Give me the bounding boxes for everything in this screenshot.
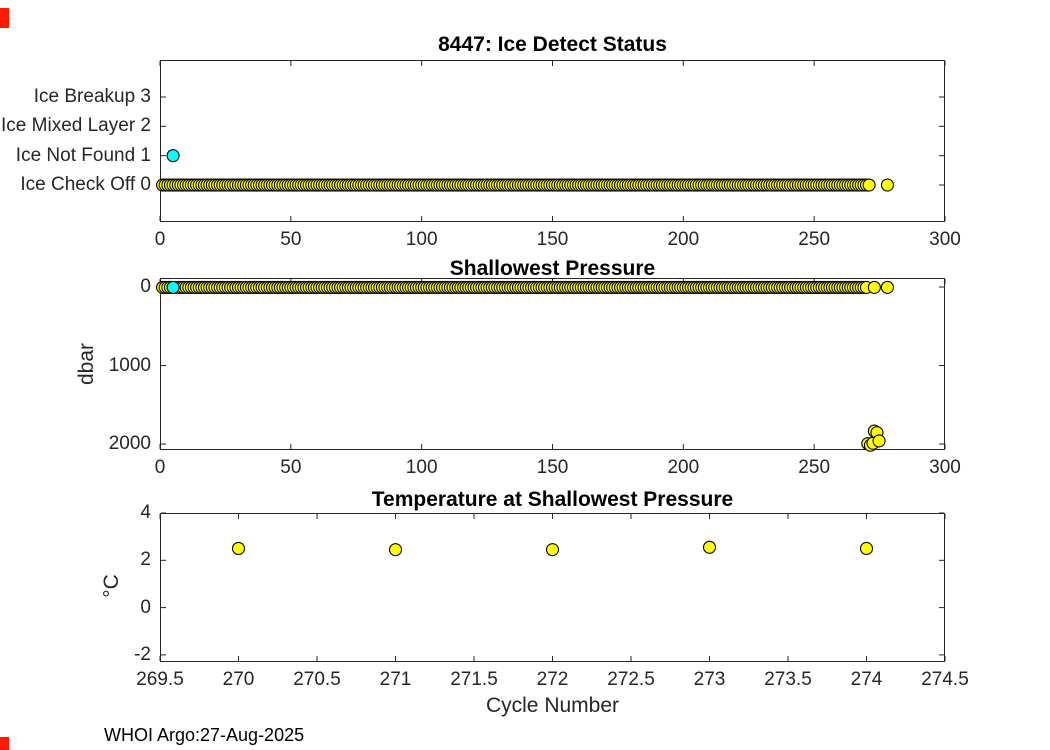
temperature-plot: 269.5 270 270.5 271 271.5 272 272.5 273 273.5 274… xyxy=(134,502,969,690)
shallowest-pressure-marker xyxy=(867,280,881,294)
x-tick-label: 150 xyxy=(536,457,569,478)
x-tick-label: 100 xyxy=(405,229,438,250)
y-tick-label: 0 xyxy=(140,596,151,618)
pressure-axis-label: dbar xyxy=(75,342,98,386)
plot-canvas xyxy=(156,278,946,452)
temperature-marker xyxy=(388,543,403,557)
y-tick-label: -2 xyxy=(134,643,151,665)
x-tick-label: 270.5 xyxy=(293,669,341,690)
ice-status-plot: 0 50 100 150 200 250 300 Ice Breakup 3 Ice Mixed… xyxy=(1,60,961,250)
ice-not-found-marker xyxy=(166,149,180,163)
y-tick-label: Ice Check Off 0 xyxy=(20,174,151,196)
y-tick-label: 1000 xyxy=(108,354,151,376)
footer-text: WHOI Argo:27-Aug-2025 xyxy=(104,725,305,745)
plot-canvas xyxy=(156,60,946,222)
red-mark-top xyxy=(0,8,9,28)
x-tick-label: 274 xyxy=(850,669,883,690)
x-tick-label: 273.5 xyxy=(764,669,812,690)
y-tick-label: Ice Not Found 1 xyxy=(15,144,151,166)
shallowest-pressure-plot: 0 50 100 150 200 250 300 0 1000 2000 xyxy=(109,276,961,478)
x-tick-label: 250 xyxy=(798,457,831,478)
x-tick-label: 200 xyxy=(667,457,700,478)
ice-status-title: 8447: Ice Detect Status xyxy=(438,33,667,56)
temperature-marker xyxy=(231,541,246,556)
ice-check-off-marker xyxy=(880,178,894,192)
x-tick-label: 0 xyxy=(154,457,166,478)
x-tick-label: 272.5 xyxy=(607,669,655,690)
x-tick-label: 271 xyxy=(379,669,412,690)
x-tick-label: 269.5 xyxy=(136,669,184,690)
shallowest-pressure-ice-marker xyxy=(166,280,180,294)
shallowest-pressure-marker xyxy=(880,280,894,294)
axes-box xyxy=(160,60,945,222)
axes-box xyxy=(160,513,945,662)
x-tick-label: 0 xyxy=(154,229,166,250)
cycle-number-axis-label: Cycle Number xyxy=(485,694,620,717)
x-tick-label: 50 xyxy=(280,457,302,478)
x-tick-label: 200 xyxy=(667,229,700,250)
temperature-marker xyxy=(545,543,560,557)
y-tick-label: Ice Mixed Layer 2 xyxy=(1,115,151,137)
x-tick-label: 250 xyxy=(798,229,831,250)
ice-check-off-marker xyxy=(862,178,876,192)
y-tick-label: 4 xyxy=(140,502,151,523)
axes-box xyxy=(160,278,945,450)
y-tick-label: 2000 xyxy=(108,433,151,455)
x-tick-label: 270 xyxy=(222,669,255,690)
x-tick-label: 300 xyxy=(929,229,961,250)
temperature-marker xyxy=(859,541,874,556)
x-tick-label: 271.5 xyxy=(450,669,498,690)
x-tick-label: 273 xyxy=(693,669,726,690)
plot-canvas xyxy=(159,512,946,662)
x-tick-label: 150 xyxy=(536,229,569,250)
x-tick-label: 100 xyxy=(405,457,438,478)
x-tick-label: 274.5 xyxy=(921,669,969,690)
temperature-marker xyxy=(702,540,717,554)
y-tick-label: 0 xyxy=(140,276,151,298)
x-tick-label: 272 xyxy=(536,669,569,690)
y-tick-label: Ice Breakup 3 xyxy=(33,85,151,107)
red-mark-bottom xyxy=(0,737,9,750)
shallowest-pressure-title: Shallowest Pressure xyxy=(449,257,656,280)
y-tick-label: 2 xyxy=(140,549,151,571)
shallowest-pressure-marker xyxy=(872,434,886,448)
temperature-title: Temperature at Shallowest Pressure xyxy=(371,488,734,511)
x-tick-label: 50 xyxy=(280,229,302,250)
temperature-axis-label: °C xyxy=(100,574,123,598)
x-tick-label: 300 xyxy=(929,457,961,478)
